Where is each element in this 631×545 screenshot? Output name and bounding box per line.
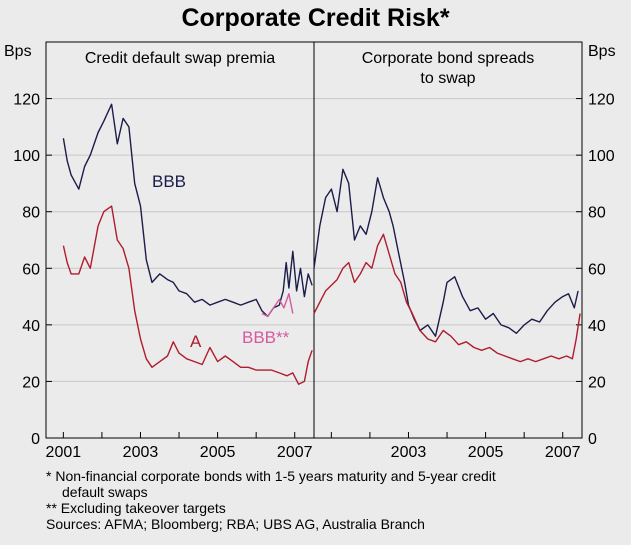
- footnote-1-continued: default swaps: [62, 484, 148, 500]
- series-line-left-a: [62, 205, 313, 385]
- x-tick-label-right: 2007: [545, 444, 581, 461]
- footnote-sources: Sources: AFMA; Bloomberg; RBA; UBS AG, A…: [46, 516, 425, 532]
- footnotes: * Non-financial corporate bonds with 1-5…: [46, 468, 496, 532]
- y-tick-label-left: 0: [31, 431, 40, 448]
- x-tick-label-right: 2003: [391, 444, 427, 461]
- annotation-a: A: [190, 332, 202, 351]
- y-tick-label-left: 100: [13, 148, 40, 165]
- y-tick-label-left: 20: [22, 374, 40, 391]
- y-tick-label-right: 40: [588, 318, 606, 335]
- x-tick-label-left: 2005: [200, 444, 236, 461]
- panel-title-right-line2: to swap: [420, 70, 475, 87]
- y-tick-label-left: 80: [22, 205, 40, 222]
- x-tick-label-left: 2001: [46, 444, 82, 461]
- footnote-1: * Non-financial corporate bonds with 1-5…: [46, 468, 496, 484]
- y-tick-label-left: 40: [22, 318, 40, 335]
- y-tick-label-right: 20: [588, 374, 606, 391]
- y-axis-unit-right: Bps: [588, 43, 616, 60]
- annotation-bbb: BBB: [152, 172, 186, 191]
- series-line-right-bbb: [313, 168, 579, 337]
- series-line-right-a: [313, 233, 581, 363]
- y-tick-label-right: 80: [588, 205, 606, 222]
- y-tick-label-right: 120: [588, 92, 615, 109]
- y-tick-label-left: 120: [13, 92, 40, 109]
- panel-title-right-line1: Corporate bond spreads: [362, 50, 535, 67]
- y-tick-label-left: 60: [22, 261, 40, 278]
- footnote-2: ** Excluding takeover targets: [46, 500, 226, 516]
- x-tick-label-left: 2003: [123, 444, 159, 461]
- chart-title: Corporate Credit Risk*: [181, 4, 450, 32]
- series-line-left-bbb: [62, 103, 313, 318]
- series-line-left-bbbstarstar: [261, 293, 294, 318]
- y-axis-unit-left: Bps: [4, 43, 32, 60]
- x-tick-label-right: 2005: [468, 444, 504, 461]
- x-tick-label-left: 2007: [277, 444, 313, 461]
- panel-title-left: Credit default swap premia: [85, 50, 275, 67]
- y-tick-label-right: 0: [588, 431, 597, 448]
- y-tick-label-right: 60: [588, 261, 606, 278]
- annotation-bbbstarstar: BBB**: [242, 328, 290, 347]
- y-tick-label-right: 100: [588, 148, 615, 165]
